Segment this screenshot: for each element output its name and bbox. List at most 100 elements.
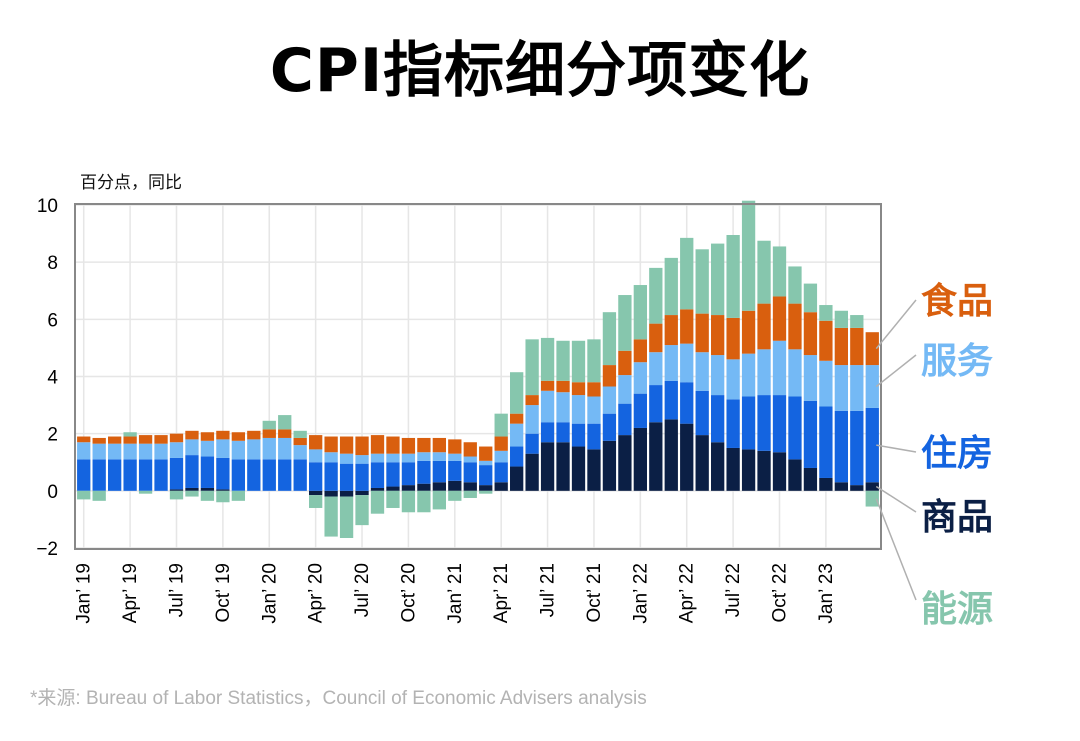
- y-tick-label: 10: [37, 196, 58, 217]
- bar-housing: [664, 380, 678, 420]
- bar-services: [123, 443, 137, 460]
- legend-goods: 商品: [921, 497, 994, 538]
- x-tick-label: Jul’ 19: [167, 563, 188, 617]
- bar-services: [339, 453, 354, 464]
- bar-energy: [138, 490, 153, 494]
- bar-energy: [850, 315, 864, 328]
- bar-housing: [834, 410, 848, 483]
- bar-housing: [556, 422, 570, 443]
- bar-food: [571, 382, 586, 396]
- bar-housing: [262, 459, 276, 491]
- y-tick-label: 4: [47, 368, 58, 389]
- bar-food: [618, 350, 632, 376]
- bar-services: [494, 450, 508, 463]
- x-tick-label: Oct’ 21: [584, 563, 605, 623]
- bar-energy: [726, 235, 740, 318]
- bar-housing: [850, 410, 864, 486]
- bar-food: [850, 327, 864, 366]
- bar-energy: [324, 496, 338, 537]
- bar-energy: [370, 490, 385, 514]
- bar-housing: [108, 459, 122, 491]
- bar-energy: [293, 430, 307, 438]
- bar-goods: [355, 490, 369, 496]
- x-tick-label: Jul’ 21: [538, 563, 559, 617]
- bar-services: [169, 442, 184, 458]
- bar-food: [262, 429, 276, 438]
- bar-housing: [633, 393, 647, 428]
- bar-food: [556, 380, 570, 393]
- bar-energy: [664, 257, 678, 316]
- bar-food: [293, 437, 307, 446]
- bar-energy: [865, 490, 879, 507]
- bar-energy: [803, 283, 818, 313]
- x-tick-label: Jan’ 19: [74, 563, 95, 624]
- bar-food: [339, 436, 354, 454]
- bar-housing: [154, 459, 168, 491]
- bar-services: [231, 440, 245, 460]
- bar-housing: [695, 390, 709, 436]
- x-tick-label: Apr’ 19: [120, 563, 141, 623]
- bar-services: [200, 440, 215, 457]
- bar-food: [494, 436, 508, 451]
- bar-goods: [463, 482, 477, 491]
- bar-energy: [680, 237, 694, 310]
- page-title: CPI指标细分项变化: [269, 36, 811, 106]
- bar-food: [819, 320, 833, 361]
- bar-goods: [339, 490, 354, 497]
- bar-goods: [169, 489, 184, 491]
- bar-services: [216, 439, 230, 458]
- bar-housing: [587, 423, 601, 450]
- bar-housing: [494, 462, 508, 483]
- bar-energy: [417, 490, 431, 513]
- bar-housing: [138, 459, 153, 491]
- bar-energy: [463, 490, 477, 498]
- bar-food: [200, 432, 215, 441]
- x-tick-label: Jan’ 21: [445, 563, 466, 624]
- bar-goods: [788, 459, 802, 491]
- legend-food: 食品: [921, 281, 994, 322]
- bar-housing: [618, 403, 632, 436]
- bar-services: [448, 453, 462, 461]
- y-tick-label: 2: [47, 425, 58, 446]
- bar-goods: [850, 485, 864, 491]
- bar-food: [355, 436, 369, 456]
- bar-goods: [525, 453, 539, 491]
- bar-housing: [819, 406, 833, 478]
- bar-energy: [587, 339, 601, 383]
- bar-services: [726, 359, 740, 400]
- bar-housing: [355, 463, 369, 491]
- bar-food: [247, 430, 261, 440]
- x-tick-label: Oct’ 22: [770, 563, 791, 623]
- bar-housing: [463, 462, 477, 483]
- bar-services: [386, 453, 400, 463]
- bar-energy: [185, 490, 199, 497]
- legend-housing: 住房: [921, 433, 994, 474]
- bar-food: [386, 436, 400, 454]
- bar-services: [278, 437, 292, 460]
- bar-housing: [788, 396, 802, 460]
- x-tick-label: Apr’ 21: [491, 563, 512, 623]
- bar-housing: [293, 459, 307, 491]
- bar-services: [788, 349, 802, 397]
- y-tick-label: −2: [36, 539, 58, 560]
- bar-housing: [309, 462, 323, 491]
- bar-goods: [834, 482, 848, 491]
- x-tick-label: Apr’ 20: [306, 563, 327, 623]
- bar-food: [865, 332, 879, 366]
- bar-food: [401, 437, 416, 454]
- bar-goods: [370, 487, 385, 491]
- bar-services: [309, 449, 323, 463]
- bar-energy: [540, 337, 555, 381]
- bar-energy: [711, 243, 725, 316]
- y-tick-labels: 10 8 6 4 2 0 −2: [36, 196, 58, 560]
- bar-goods: [309, 490, 323, 496]
- bar-goods: [401, 485, 416, 491]
- bar-services: [865, 365, 879, 408]
- bar-housing: [278, 459, 292, 491]
- bar-services: [649, 352, 663, 386]
- bar-food: [788, 303, 802, 350]
- bar-goods: [185, 487, 199, 491]
- bar-food: [540, 380, 555, 391]
- bar-energy: [510, 372, 524, 414]
- bar-energy: [834, 310, 848, 328]
